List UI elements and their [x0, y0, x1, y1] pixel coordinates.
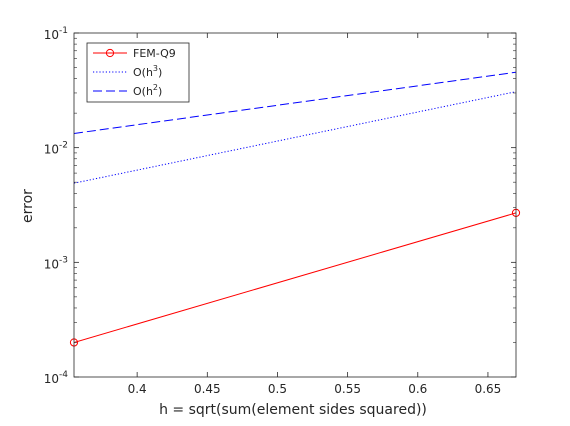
- axes-box: [73, 32, 517, 378]
- legend-label-3: O(h2): [133, 83, 162, 98]
- series-line-3: [74, 71, 516, 134]
- series-group: [74, 71, 516, 343]
- x-tick-label: 0.65: [475, 382, 502, 396]
- x-axis-label: h = sqrt(sum(element sides squared)): [159, 402, 427, 418]
- x-tick-label: 0.4: [128, 382, 147, 396]
- x-tick-label: 0.45: [194, 382, 221, 396]
- series-line-1: [74, 212, 516, 343]
- y-tick-label: 10-4: [44, 370, 69, 386]
- y-tick-label: 10-2: [44, 141, 68, 157]
- y-axis-label: error: [20, 189, 36, 223]
- axes: [69, 32, 521, 378]
- x-tick-label: 0.5: [268, 382, 287, 396]
- y-tick-label: 10-1: [44, 26, 68, 42]
- legend: FEM-Q9 O(h3) O(h2): [86, 42, 190, 103]
- legend-label-1: FEM-Q9: [133, 47, 176, 60]
- y-tick-label: 10-3: [44, 255, 68, 271]
- x-tick-label: 0.55: [334, 382, 361, 396]
- x-tick-label: 0.6: [408, 382, 427, 396]
- legend-marker: [105, 48, 115, 58]
- ticks: 0.4 0.45 0.5 0.55 0.6 0.65 10-4 10-3 10-2 10-1: [44, 26, 516, 396]
- legend-label-2: O(h3): [133, 64, 162, 79]
